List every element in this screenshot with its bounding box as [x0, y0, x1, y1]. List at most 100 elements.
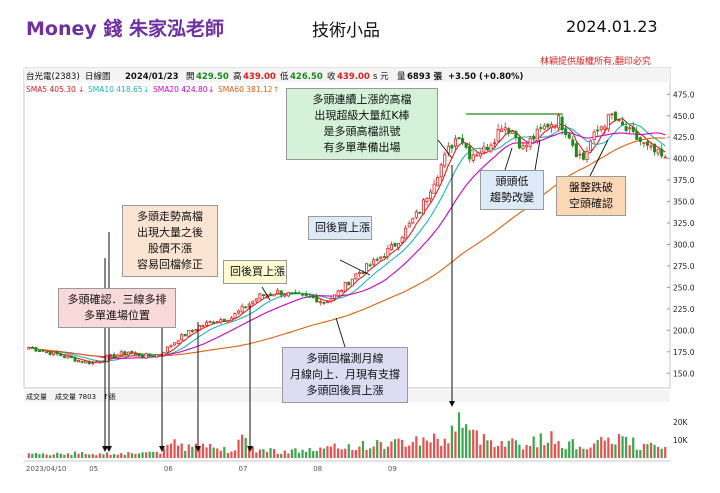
volume-bar [660, 448, 663, 458]
volume-bar [105, 452, 109, 458]
candle-body [482, 146, 486, 153]
volume-bar [177, 445, 180, 458]
price-tick-label: 350.0 [673, 198, 695, 207]
annotation-arrowhead [159, 446, 165, 452]
volume-bar [525, 444, 528, 458]
volume-bar [408, 445, 411, 458]
volume-bar [596, 440, 599, 458]
volume-bar [251, 446, 254, 458]
annotation-line: 多頭連續上漲的高檔 [312, 93, 412, 106]
candle-body [283, 294, 287, 297]
volume-bar [564, 449, 567, 458]
pointer-arrow [589, 139, 609, 177]
price-change: +3.50 (+0.80%) [448, 72, 524, 82]
candle-body [116, 354, 120, 359]
candle-body [354, 273, 358, 280]
volume-bar [98, 453, 101, 458]
volume-bar [255, 452, 258, 458]
candle-body [151, 355, 155, 358]
candle-body [350, 278, 354, 287]
annotation-line: 月線向上．月現有支撐 [290, 368, 400, 381]
volume-bar [219, 450, 222, 458]
candle-body [123, 351, 127, 355]
volume-bar [376, 440, 379, 458]
moving-average-line-sma20 [28, 131, 666, 359]
volume-bar [489, 440, 493, 458]
candle-body [525, 144, 529, 148]
volume-bar [553, 443, 557, 458]
volume-bar [429, 442, 432, 458]
volume-bar [653, 444, 656, 458]
candle-body [94, 361, 98, 364]
volume-bar [248, 446, 251, 458]
candle-body [645, 141, 649, 146]
volume-bar [390, 441, 393, 458]
volume-bar [63, 454, 66, 458]
candle-body [162, 352, 166, 356]
volume-bar [84, 453, 87, 458]
volume-bar [511, 438, 514, 458]
volume-bar [91, 453, 94, 458]
volume-bar [169, 443, 173, 458]
volume-bar [507, 440, 510, 458]
annotation-pullback-buy-2: 回後買上漲 [308, 216, 372, 240]
candle-body [603, 126, 607, 130]
volume-bar [116, 454, 119, 458]
volume-bar [56, 452, 59, 458]
annotation-line: 多頭回檔測月線 [306, 352, 384, 365]
volume-bar [401, 439, 404, 458]
annotation-bull-high: 多頭走勢高檔 出現大量之後 股價不漲 容易回檔修正 [122, 205, 218, 277]
volume-bar [137, 453, 141, 458]
volume-bar [38, 454, 41, 458]
volume-bar [518, 444, 521, 458]
candle-body [215, 321, 219, 323]
page-subtitle: 技術小品 [312, 21, 380, 41]
candle-body [617, 119, 621, 122]
volume-bar [379, 441, 382, 458]
volume-bar [568, 441, 571, 458]
volume-bar [173, 439, 176, 458]
volume-bar [120, 453, 123, 458]
volume-bar [194, 443, 197, 458]
sma20-legend: SMA20 424.80 [153, 85, 208, 94]
candle-body [638, 137, 642, 142]
sma5-legend: SMA5 405.30 [26, 85, 76, 94]
candle-body [155, 354, 159, 358]
pointer-arrow [261, 286, 271, 301]
chart-period: 日線圖 [85, 71, 111, 82]
volume-bar [603, 440, 606, 458]
candle-body [112, 354, 116, 358]
candle-body [382, 256, 386, 258]
annotation-pullback-buy-1: 回後買上漲 [223, 260, 287, 284]
volume-bar [369, 448, 372, 458]
volume-bar [109, 454, 112, 458]
candle-body [148, 353, 152, 357]
candle-body [98, 361, 102, 364]
annotation-high-breakout: 多頭連續上漲的高檔 出現超級大量紅K棒 是多頭高檔訊號 有多單準備出場 [286, 88, 438, 160]
candle-body [400, 237, 404, 243]
candle-body [503, 127, 507, 131]
volume-value: 6893 張 [407, 72, 443, 82]
sma5-legend-arrow: ↓ [78, 85, 84, 94]
volume-bar [465, 424, 468, 458]
candle-body [212, 321, 216, 324]
candle-body [73, 356, 77, 362]
candle-body [461, 138, 465, 143]
candle-body [596, 129, 600, 132]
volume-bar [575, 449, 578, 458]
candle-body [301, 293, 305, 296]
volume-bar [41, 453, 45, 458]
volume-bar [187, 444, 190, 458]
volume-bar [358, 446, 361, 458]
candle-body [258, 293, 262, 300]
candle-body [631, 126, 635, 132]
volume-bar [610, 444, 613, 458]
volume-bar [59, 453, 62, 458]
candle-body [105, 355, 109, 363]
candle-body [368, 264, 372, 267]
candle-body [233, 313, 237, 319]
volume-bar [258, 449, 261, 458]
candle-body [532, 135, 536, 140]
volume-bar [276, 453, 279, 458]
candle-body [628, 127, 632, 130]
